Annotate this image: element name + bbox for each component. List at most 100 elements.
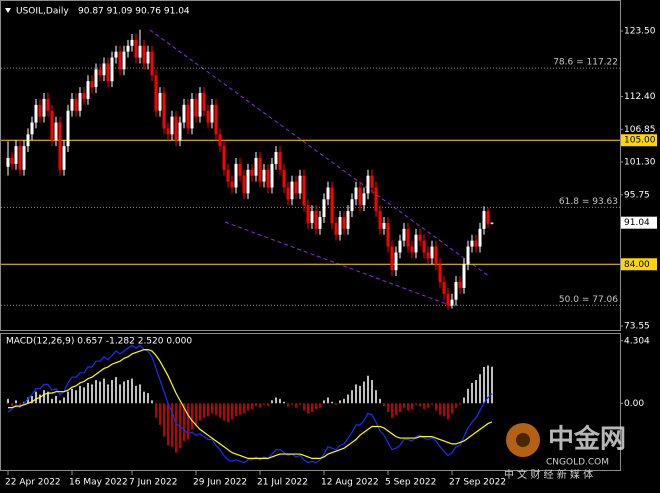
macd-panel-frame	[0, 333, 621, 471]
histogram-bar	[147, 393, 149, 404]
candle-body	[386, 222, 390, 247]
histogram-bar	[303, 403, 305, 411]
fib-label: 61.8 = 93.63	[559, 197, 618, 207]
histogram-bar	[395, 403, 397, 415]
candle-body	[274, 152, 278, 164]
histogram-bar	[15, 400, 17, 404]
x-tick-label: 5 Sep 2022	[385, 478, 436, 488]
fib-label: 78.6 = 117.22	[553, 58, 618, 68]
candle-body	[306, 205, 310, 223]
histogram-bar	[363, 381, 365, 404]
histogram-bar	[319, 403, 321, 408]
histogram-bar	[103, 378, 105, 404]
histogram-bar	[167, 403, 169, 446]
candle-body	[382, 222, 386, 229]
candle-body	[310, 211, 314, 223]
candle-body	[290, 181, 294, 200]
histogram-bar	[435, 403, 437, 411]
histogram-bar	[223, 403, 225, 421]
last-price-label: 91.04	[624, 218, 650, 228]
histogram-bar	[39, 394, 41, 404]
candle-body	[426, 252, 430, 259]
histogram-bar	[87, 382, 89, 404]
candle-body	[358, 187, 362, 206]
candle-body	[450, 299, 454, 306]
fib-label: 50.0 = 77.06	[559, 295, 618, 305]
candle-body	[118, 51, 122, 70]
histogram-bar	[79, 385, 81, 404]
histogram-bar	[27, 397, 29, 404]
candle-body	[178, 122, 182, 141]
candle-body	[206, 110, 210, 123]
candle-body	[318, 217, 322, 229]
candle-body	[126, 45, 130, 52]
candle-body	[374, 187, 378, 212]
watermark-name: 中金网	[548, 424, 626, 455]
candle-body	[462, 264, 466, 288]
candle-body	[158, 92, 162, 111]
histogram-bar	[55, 396, 57, 404]
histogram-bar	[107, 384, 109, 404]
candle-body	[242, 175, 246, 194]
x-tick-label: 22 Apr 2022	[5, 478, 61, 488]
candle-body	[346, 211, 350, 229]
candle-body	[454, 281, 458, 300]
y-tick-label: 123.50	[624, 26, 656, 36]
y-tick-label: 106.85	[624, 125, 656, 135]
candle-body	[94, 69, 98, 88]
candle-body	[438, 264, 442, 282]
histogram-bar	[171, 403, 173, 447]
histogram-bar	[219, 403, 221, 418]
level-label: 84.00	[624, 260, 650, 270]
histogram-bar	[7, 398, 9, 404]
histogram-bar	[315, 403, 317, 410]
candle-body	[22, 146, 26, 170]
candle-body	[82, 92, 86, 99]
collapse-icon[interactable]	[5, 8, 11, 13]
histogram-bar	[491, 366, 493, 404]
candle-body	[150, 51, 154, 76]
candle-body	[398, 240, 402, 253]
histogram-bar	[159, 403, 161, 426]
candle-body	[442, 281, 446, 294]
histogram-bar	[243, 403, 245, 414]
watermark-slogan: 中 文 财 经 新 媒 体	[504, 468, 593, 481]
candle-body	[10, 157, 14, 164]
histogram-bar	[19, 403, 21, 408]
candle-body	[270, 163, 274, 188]
candle-body	[482, 211, 486, 229]
histogram-bar	[407, 403, 409, 411]
candle-body	[262, 169, 266, 182]
histogram-bar	[207, 403, 209, 417]
histogram-bar	[163, 403, 165, 437]
candle-body	[218, 134, 222, 147]
histogram-bar	[279, 398, 281, 404]
level-label-box	[621, 134, 657, 147]
candle-body	[266, 169, 270, 188]
candle-body	[182, 104, 186, 123]
histogram-bar	[335, 403, 337, 405]
candle-body	[154, 75, 158, 111]
indicator-line	[7, 344, 493, 464]
candle-body	[414, 234, 418, 253]
candle-body	[66, 110, 70, 147]
candle-body	[14, 146, 18, 164]
candle-body	[258, 157, 262, 182]
candle-body	[354, 187, 358, 200]
histogram-bar	[351, 390, 353, 404]
histogram-bar	[255, 403, 257, 407]
histogram-bar	[327, 397, 329, 404]
histogram-bar	[391, 403, 393, 418]
candle-body	[78, 92, 82, 111]
candle-body	[466, 246, 470, 265]
candle-body	[338, 217, 342, 235]
histogram-bar	[339, 400, 341, 404]
candle-body	[174, 116, 178, 141]
histogram-bar	[299, 403, 301, 405]
y-tick-label: 0.00	[624, 399, 644, 409]
candle-body	[430, 246, 434, 259]
histogram-bar	[447, 403, 449, 420]
histogram-bar	[343, 398, 345, 404]
candle-body	[134, 39, 138, 58]
